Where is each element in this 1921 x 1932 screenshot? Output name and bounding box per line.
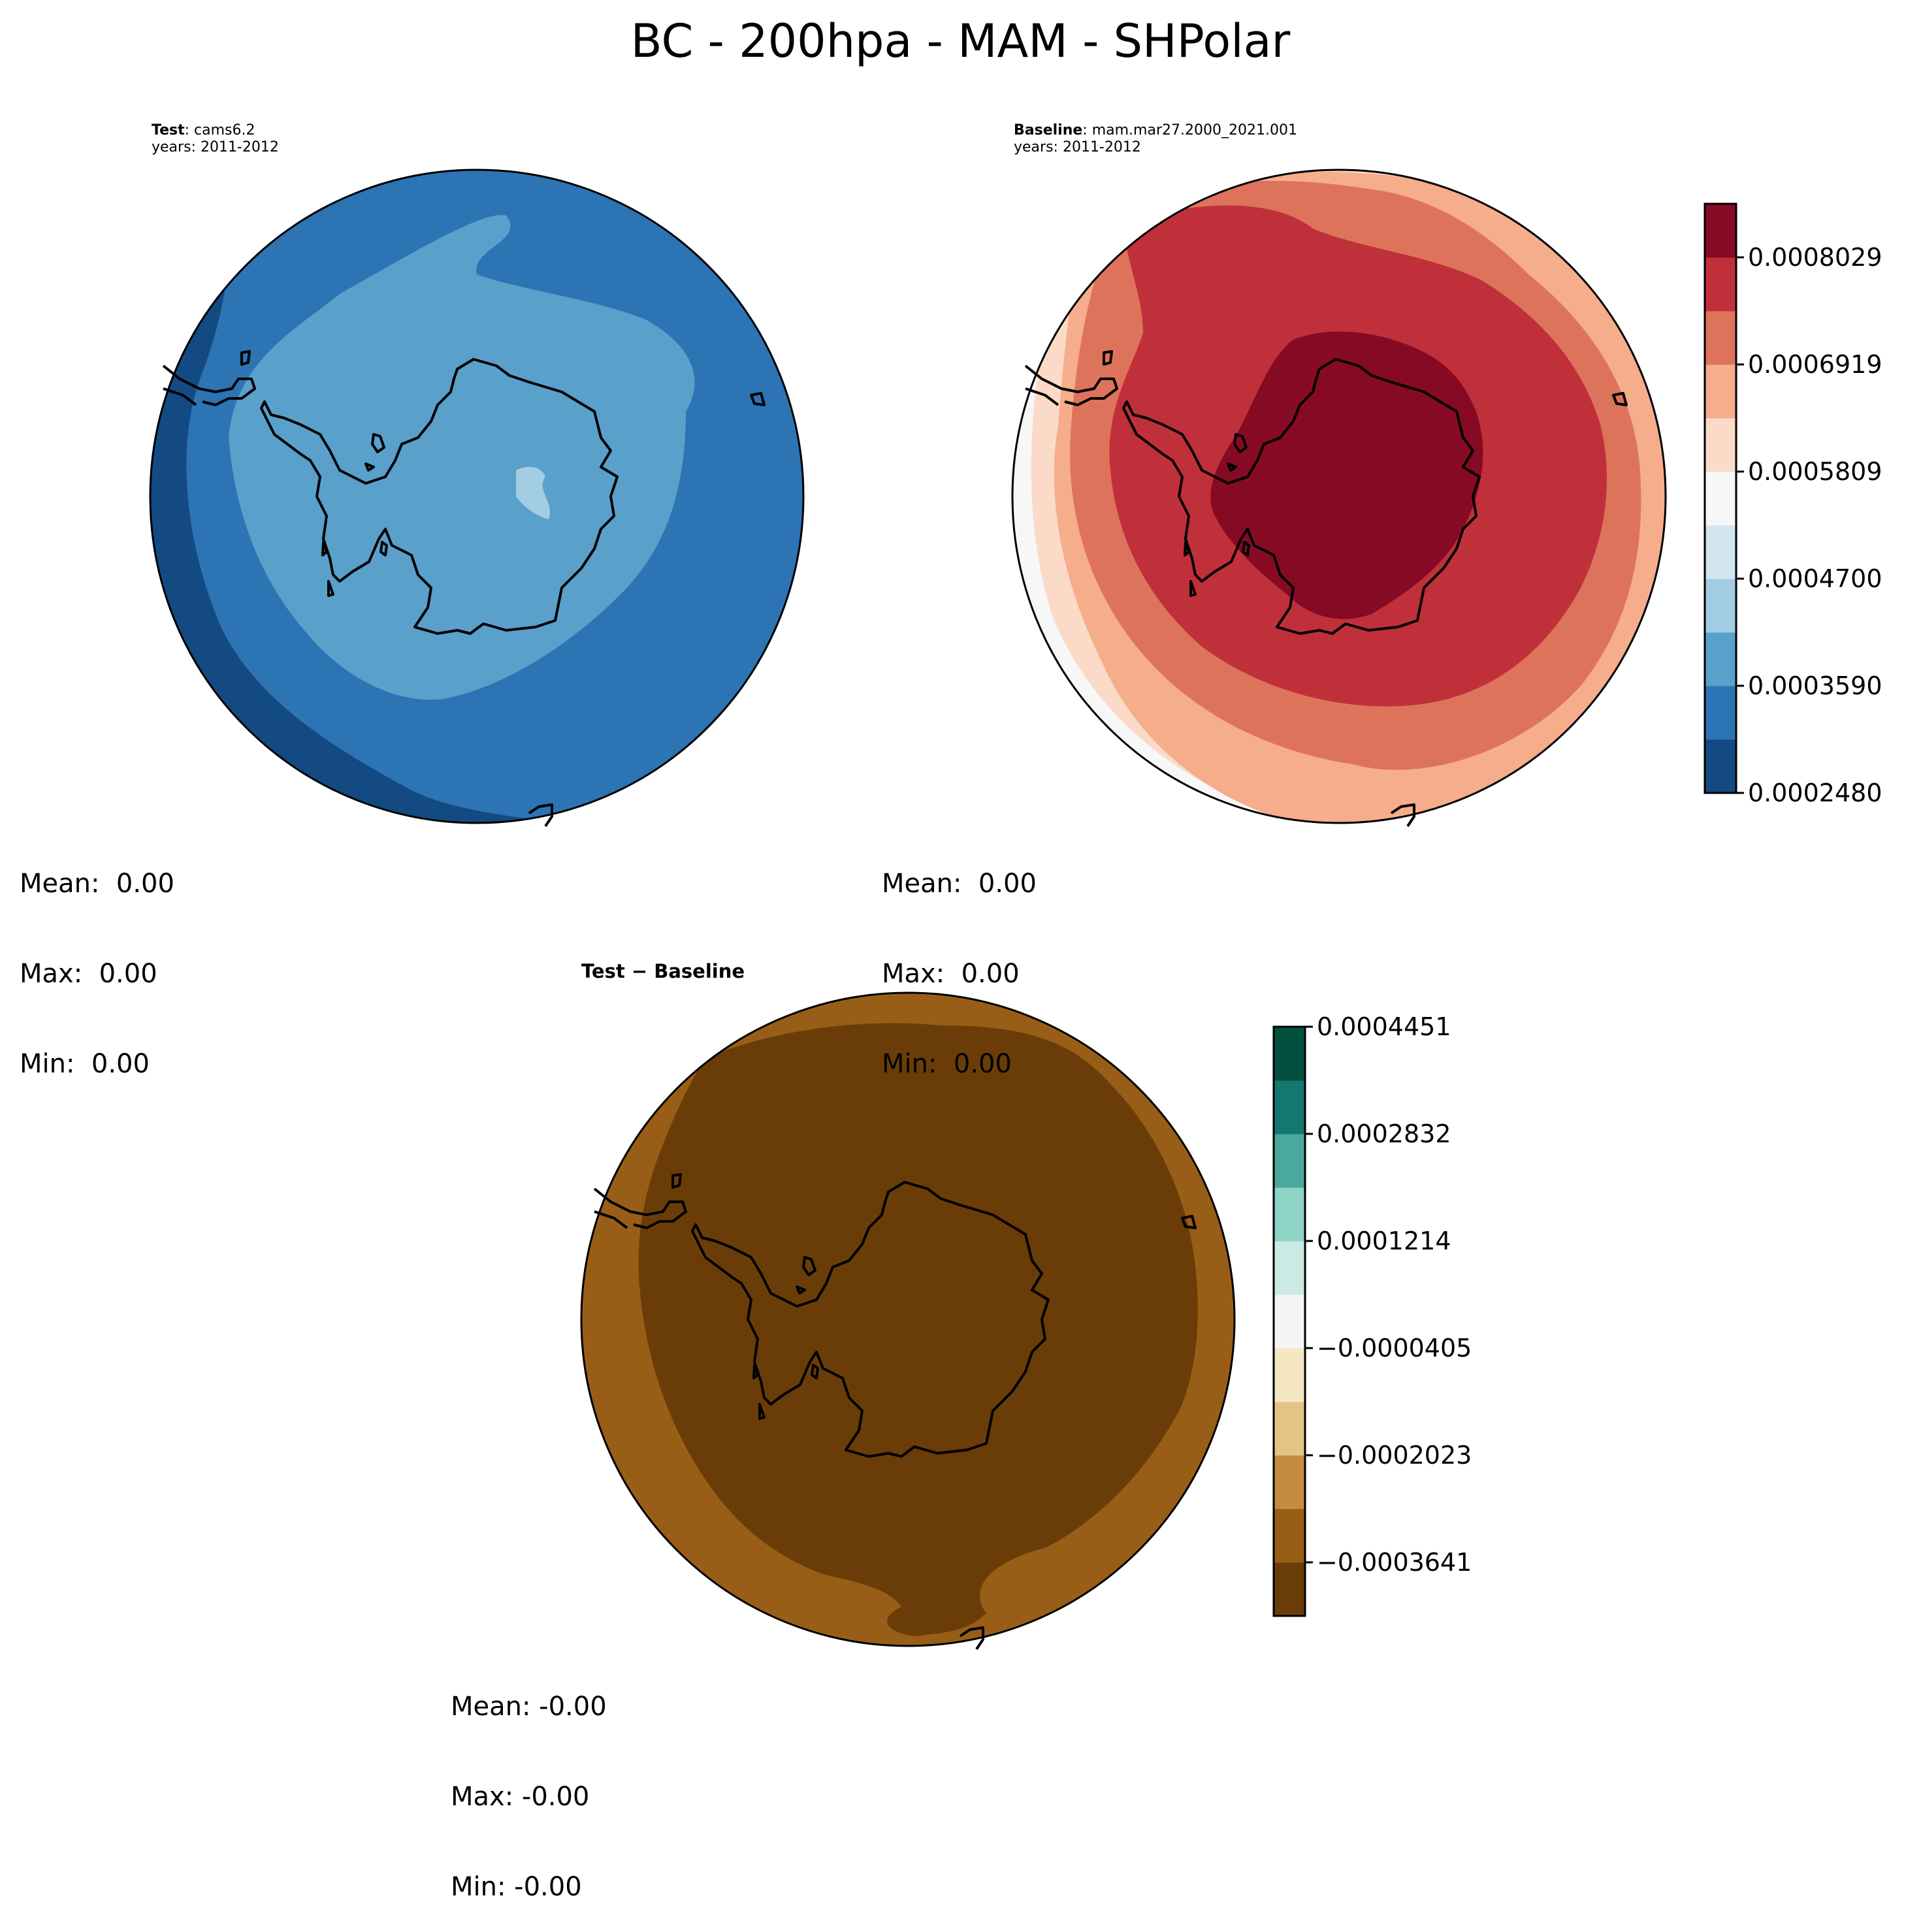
colorbar-main-frame	[1703, 202, 1737, 794]
test-band-4	[516, 466, 551, 519]
colorbar-diff-tick-label-3: 0.0001214	[1317, 1227, 1451, 1255]
test-map-border	[149, 169, 805, 824]
colorbar-main-swatch-5	[1705, 472, 1736, 526]
test-map	[149, 169, 805, 828]
colorbar-diff-swatch-7	[1274, 1187, 1305, 1242]
baseline-stats: Mean: 0.00 Max: 0.00 Min: 0.00	[882, 809, 1037, 1109]
colorbar-diff-tick-label-5: 0.0004451	[1317, 1012, 1451, 1041]
diff-max: Max: -0.00	[451, 1782, 590, 1812]
diff-band-inner	[638, 1023, 1198, 1636]
baseline-years: years: 2011-2012	[1014, 139, 1141, 155]
baseline-map-border	[1011, 169, 1667, 824]
colorbar-diff-swatch-1	[1274, 1509, 1305, 1563]
baseline-coastline	[1024, 350, 1628, 828]
colorbar-main-swatch-6	[1705, 418, 1736, 472]
test-years: years: 2011-2012	[152, 139, 279, 155]
colorbar-diff-swatch-10	[1274, 1027, 1305, 1081]
colorbar-main-tick-label-5: 0.0008029	[1748, 243, 1882, 272]
baseline-subtitle: Baseline: mam.mar27.2000_2021.001 years:…	[1014, 122, 1297, 156]
colorbar-diff-swatch-0	[1274, 1562, 1305, 1617]
baseline-min: Min: 0.00	[882, 1049, 1012, 1079]
baseline-map	[1011, 169, 1667, 828]
colorbar-main-swatch-8	[1705, 311, 1736, 365]
colorbar-main-swatch-2	[1705, 632, 1736, 686]
colorbar-diff-tick-label-1: −0.0002023	[1317, 1441, 1472, 1470]
baseline-label: Baseline	[1014, 122, 1083, 138]
test-coastline	[162, 350, 766, 828]
colorbar-diff-tick-label-2: −0.0000405	[1317, 1334, 1472, 1362]
colorbar-diff-swatch-4	[1274, 1348, 1305, 1402]
test-stats: Mean: 0.00 Max: 0.00 Min: 0.00	[20, 809, 174, 1109]
colorbar-main-swatch-4	[1705, 525, 1736, 579]
test-min: Min: 0.00	[20, 1049, 150, 1079]
colorbar-diff-swatch-3	[1274, 1402, 1305, 1456]
baseline-case: : mam.mar27.2000_2021.001	[1082, 122, 1297, 138]
colorbar-main-swatch-10	[1705, 204, 1736, 258]
diff-mean: Mean: -0.00	[451, 1692, 607, 1722]
test-subtitle: Test: cams6.2 years: 2011-2012	[152, 122, 279, 156]
colorbar-main-swatch-3	[1705, 579, 1736, 633]
colorbar-main-swatch-1	[1705, 686, 1736, 740]
diff-title: Test − Baseline	[581, 960, 745, 982]
diff-stats: Mean: -0.00 Max: -0.00 Min: -0.00	[451, 1632, 607, 1932]
colorbar-main-tick-label-3: 0.0005809	[1748, 457, 1882, 486]
colorbar-test-baseline: 0.0002480 0.0003590 0.0004700 0.0005809 0.00…	[1703, 202, 1882, 807]
diff-map	[580, 991, 1236, 1650]
test-label: Test	[152, 122, 185, 138]
colorbar-diff-tick-label-4: 0.0002832	[1317, 1119, 1451, 1148]
colorbar-diff-swatch-8	[1274, 1134, 1305, 1188]
diff-coastline	[593, 1173, 1197, 1650]
colorbar-main-tick-label-0: 0.0002480	[1748, 779, 1882, 807]
colorbar-main-swatch-9	[1705, 257, 1736, 312]
colorbar-main-swatch-7	[1705, 364, 1736, 419]
test-mean: Mean: 0.00	[20, 869, 174, 899]
colorbar-main-swatch-0	[1705, 739, 1736, 794]
baseline-max: Max: 0.00	[882, 959, 1020, 989]
colorbar-diff-frame	[1272, 1025, 1306, 1617]
baseline-mean: Mean: 0.00	[882, 869, 1037, 899]
test-case: : cams6.2	[184, 122, 255, 138]
colorbar-diff-swatch-9	[1274, 1080, 1305, 1135]
colorbar-diff-swatch-6	[1274, 1241, 1305, 1295]
colorbar-main-tick-label-4: 0.0006919	[1748, 350, 1882, 379]
colorbar-main-tick-label-2: 0.0004700	[1748, 564, 1882, 593]
colorbar-diff-swatch-2	[1274, 1455, 1305, 1509]
figure-title: BC - 200hpa - MAM - SHPolar	[630, 14, 1291, 68]
colorbar-diff: −0.0003641 −0.0002023 −0.0000405 0.0001214 0…	[1272, 1012, 1472, 1617]
colorbar-main-tick-label-1: 0.0003590	[1748, 671, 1882, 700]
baseline-band-6	[1210, 331, 1483, 619]
colorbar-diff-swatch-5	[1274, 1295, 1305, 1349]
colorbar-diff-tick-label-0: −0.0003641	[1317, 1548, 1472, 1577]
test-max: Max: 0.00	[20, 959, 157, 989]
diff-map-border	[580, 991, 1236, 1647]
diff-min: Min: -0.00	[451, 1872, 582, 1902]
